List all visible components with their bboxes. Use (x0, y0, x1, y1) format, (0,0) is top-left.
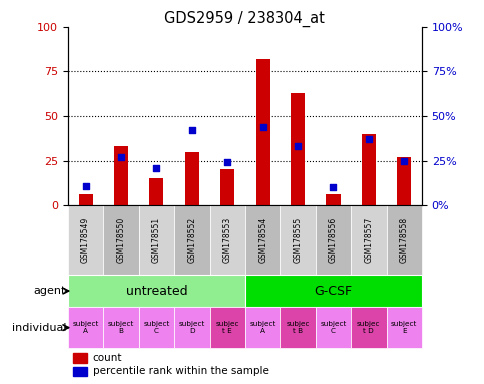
Text: GSM178553: GSM178553 (222, 217, 231, 263)
Bar (209, 307, 244, 348)
Bar (138, 307, 174, 348)
Text: GSM178549: GSM178549 (81, 217, 90, 263)
Text: individual: individual (12, 323, 66, 333)
Bar (386, 205, 421, 275)
Point (187, 127, 195, 133)
Text: G-CSF: G-CSF (314, 285, 352, 298)
Point (81, 182, 89, 189)
Text: subjec
t D: subjec t D (356, 321, 380, 334)
Title: GDS2959 / 238304_at: GDS2959 / 238304_at (164, 11, 325, 27)
Point (258, 124, 266, 130)
Bar (68, 307, 103, 348)
Bar (315, 307, 350, 348)
Bar (280, 205, 315, 275)
Text: GSM178556: GSM178556 (328, 217, 337, 263)
Bar (103, 307, 138, 348)
Text: subject
A: subject A (249, 321, 275, 334)
Text: subjec
t E: subjec t E (215, 321, 239, 334)
Text: GSM178554: GSM178554 (257, 217, 267, 263)
Text: untreated: untreated (125, 285, 187, 298)
Bar (73, 353, 87, 362)
Bar (244, 275, 421, 307)
Bar (184, 152, 198, 205)
Bar (149, 179, 163, 205)
Text: subject
A: subject A (72, 321, 99, 334)
Text: agent: agent (34, 286, 66, 296)
Text: subject
C: subject C (319, 321, 346, 334)
Bar (396, 157, 410, 205)
Bar (280, 307, 315, 348)
Bar (350, 307, 386, 348)
Point (293, 143, 301, 149)
Bar (386, 307, 421, 348)
Point (152, 165, 160, 171)
Text: GSM178551: GSM178551 (151, 217, 161, 263)
Bar (290, 93, 304, 205)
Text: GSM178552: GSM178552 (187, 217, 196, 263)
Text: subjec
t B: subjec t B (286, 321, 309, 334)
Text: GSM178557: GSM178557 (363, 217, 373, 263)
Bar (103, 205, 138, 275)
Bar (220, 169, 234, 205)
Bar (209, 205, 244, 275)
Bar (68, 275, 244, 307)
Text: GSM178558: GSM178558 (399, 217, 408, 263)
Text: subject
E: subject E (390, 321, 417, 334)
Bar (78, 194, 92, 205)
Text: subject
D: subject D (178, 321, 205, 334)
Bar (244, 307, 280, 348)
Text: subject
B: subject B (107, 321, 134, 334)
Bar (350, 205, 386, 275)
Text: GSM178555: GSM178555 (293, 217, 302, 263)
Bar (244, 205, 280, 275)
Text: percentile rank within the sample: percentile rank within the sample (92, 366, 268, 376)
Bar (174, 307, 209, 348)
Point (329, 184, 336, 190)
Bar (361, 134, 375, 205)
Bar (73, 367, 87, 376)
Point (364, 136, 372, 142)
Point (223, 159, 230, 166)
Bar (315, 205, 350, 275)
Bar (68, 205, 103, 275)
Bar (255, 59, 269, 205)
Point (399, 157, 407, 164)
Text: subject
C: subject C (143, 321, 169, 334)
Bar (138, 205, 174, 275)
Bar (114, 146, 128, 205)
Text: count: count (92, 353, 122, 363)
Text: GSM178550: GSM178550 (116, 217, 125, 263)
Point (117, 154, 125, 160)
Bar (326, 194, 340, 205)
Bar (174, 205, 209, 275)
